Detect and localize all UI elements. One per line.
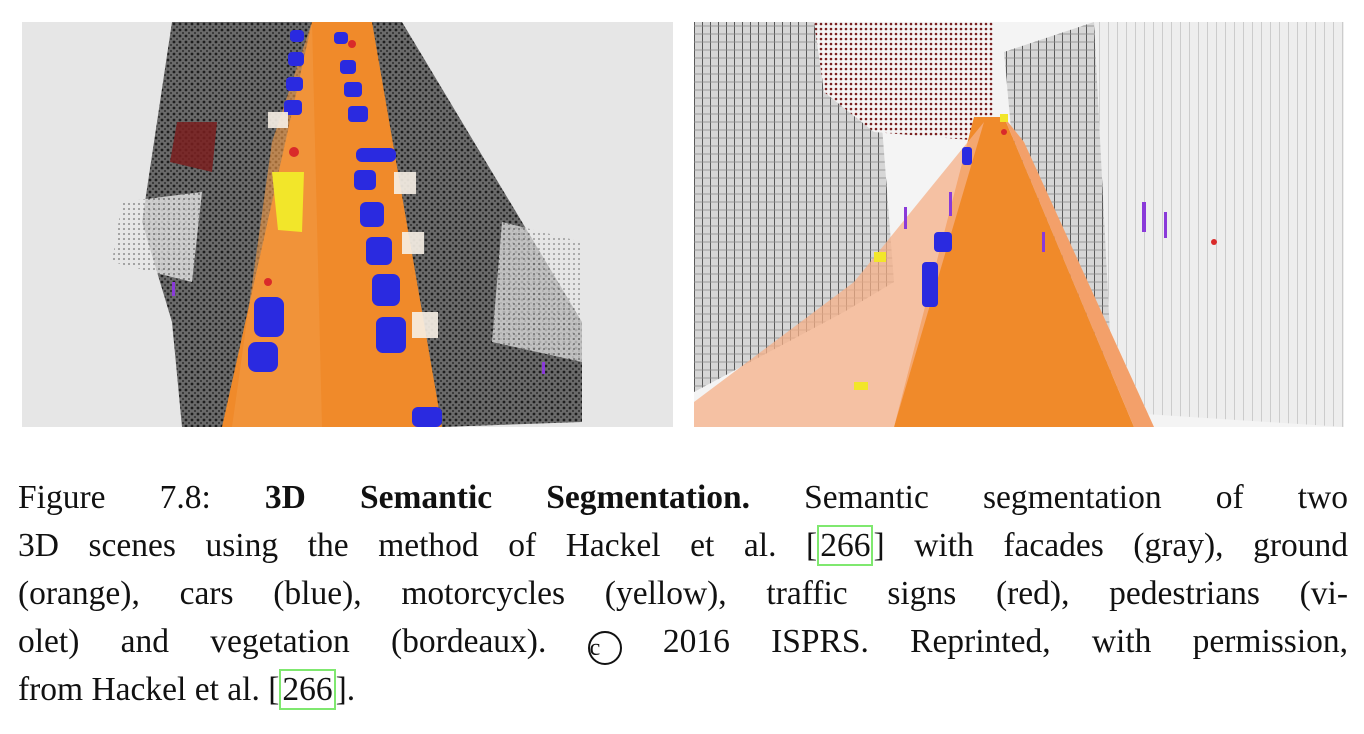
caption-line-5: from Hackel et al. [266]. [18,669,356,710]
caption-text: olet) and vegetation (bordeaux). [18,623,547,660]
caption-title: 3D Semantic Segmentation. [264,479,751,516]
copyright-symbol: c [587,631,622,665]
figure-label: Figure 7.8: [18,479,211,516]
caption-text: 3D scenes using the method of Hackel et … [18,527,777,564]
caption-text: from Hackel et al. [18,671,260,708]
citation-link[interactable]: 266 [279,669,336,710]
caption-line-2: 3D scenes using the method of Hackel et … [18,525,1349,566]
caption-text: . [346,671,356,708]
left-scene-image [22,22,673,427]
caption-line-3: (orange), cars (blue), motorcycles (yell… [18,570,1348,618]
caption-text: Semantic segmentation of two [804,479,1349,516]
caption-line-4: olet) and vegetation (bordeaux). c 2016 … [18,618,1348,666]
caption-text: 2016 ISPRS. Reprinted, with permission, [662,623,1349,660]
right-scene-image [694,22,1344,427]
caption-text: with facades (gray), ground [914,527,1349,564]
caption-text: (orange), cars (blue), motorcycles (yell… [18,575,1348,612]
figure [22,22,1344,427]
citation-link[interactable]: 266 [817,525,874,566]
caption-line-1: Figure 7.8: 3D Semantic Segmentation. Se… [18,474,1348,522]
figure-caption: Figure 7.8: 3D Semantic Segmentation. Se… [18,474,1348,714]
